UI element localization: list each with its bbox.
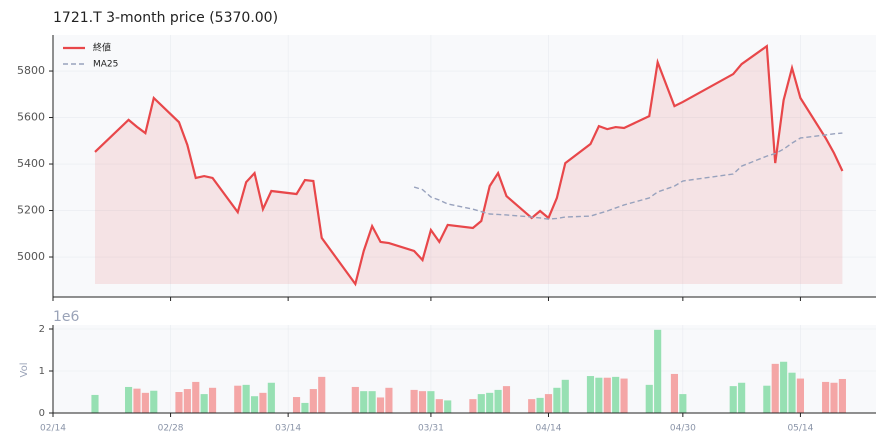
volume-bar: [418, 391, 427, 413]
volume-bar: [477, 394, 485, 413]
volume-bar: [763, 385, 771, 413]
x-tick-label: 03/14: [275, 424, 301, 434]
line: [94, 44, 844, 287]
chart-title: 1721.T 3-month price (5370.00): [53, 10, 278, 26]
volume-bar: [141, 392, 149, 413]
volume-bar: [234, 385, 242, 413]
volume-bar: [612, 376, 620, 413]
y-tick-label: 5000: [17, 250, 45, 263]
volume-bar: [192, 381, 200, 413]
volume-bar: [183, 389, 191, 413]
volume-bar: [502, 386, 511, 413]
volume-bar: [494, 389, 502, 413]
y-tick-label: 2: [39, 324, 45, 335]
volume-bar: [561, 379, 569, 413]
volume-bar: [267, 382, 275, 413]
volume-bar: [830, 382, 838, 413]
line: [413, 132, 843, 220]
y-axis-label: Vol: [19, 363, 30, 378]
volume-bar: [368, 391, 376, 413]
volume-bar: [435, 399, 443, 413]
legend-label: MA25: [93, 60, 118, 70]
volume-bar: [150, 390, 158, 413]
volume-bar: [309, 389, 317, 413]
volume-bar: [351, 386, 359, 413]
volume-bar: [544, 394, 553, 413]
volume-bar: [125, 386, 133, 413]
volume-bar: [679, 394, 687, 413]
volume-bar: [427, 391, 435, 413]
x-tick-label: 03/31: [418, 424, 444, 434]
volume-bar: [595, 377, 603, 413]
volume-bar: [318, 376, 326, 413]
volume-bar: [360, 391, 368, 413]
volume-bar: [486, 392, 494, 413]
volume-bar: [385, 387, 393, 413]
volume-bar: [259, 392, 267, 413]
x-tick-label: 02/14: [40, 424, 66, 434]
volume-bar: [292, 397, 301, 413]
volume-bar: [301, 402, 309, 413]
volume-bar: [444, 400, 452, 413]
volume-bar: [91, 394, 99, 413]
y-tick-label: 5200: [17, 204, 45, 217]
volume-bar: [410, 389, 418, 413]
offset-label: 1e6: [53, 309, 80, 325]
volume-bar: [175, 391, 183, 413]
volume-bar: [200, 394, 208, 413]
legend-label: 終値: [93, 42, 111, 54]
volume-bar: [133, 388, 141, 413]
volume-bar: [536, 397, 544, 413]
volume-bar: [620, 378, 628, 413]
volume-bar: [771, 363, 779, 413]
y-tick-label: 5800: [17, 64, 45, 77]
volume-bar: [469, 399, 477, 413]
volume-bar: [838, 378, 846, 413]
volume-bar: [796, 378, 804, 413]
volume-bar: [376, 397, 385, 413]
volume-bar: [528, 399, 536, 413]
y-tick-label: 0: [39, 408, 45, 419]
volume-bar: [780, 361, 788, 413]
volume-bar: [242, 384, 250, 413]
y-tick-label: 1: [39, 366, 45, 377]
volume-bar: [645, 384, 653, 413]
x-tick-label: 04/30: [670, 424, 696, 434]
y-tick-label: 5600: [17, 111, 45, 124]
volume-bar: [553, 387, 561, 413]
x-tick-label: 02/28: [158, 424, 184, 434]
x-tick-label: 04/14: [536, 424, 562, 434]
volume-bar: [670, 373, 679, 413]
volume-bar: [250, 396, 259, 413]
volume-bar: [654, 329, 662, 413]
volume-bar: [729, 386, 737, 413]
plot-background: [53, 35, 876, 297]
volume-bar: [738, 382, 746, 413]
x-tick-label: 05/14: [787, 424, 813, 434]
volume-bar: [822, 381, 830, 413]
volume-bar: [788, 372, 796, 413]
volume-bar: [603, 377, 611, 413]
y-tick-label: 5400: [17, 157, 45, 170]
volume-bar: [208, 387, 217, 413]
volume-bar: [586, 376, 595, 413]
area: [94, 46, 843, 284]
